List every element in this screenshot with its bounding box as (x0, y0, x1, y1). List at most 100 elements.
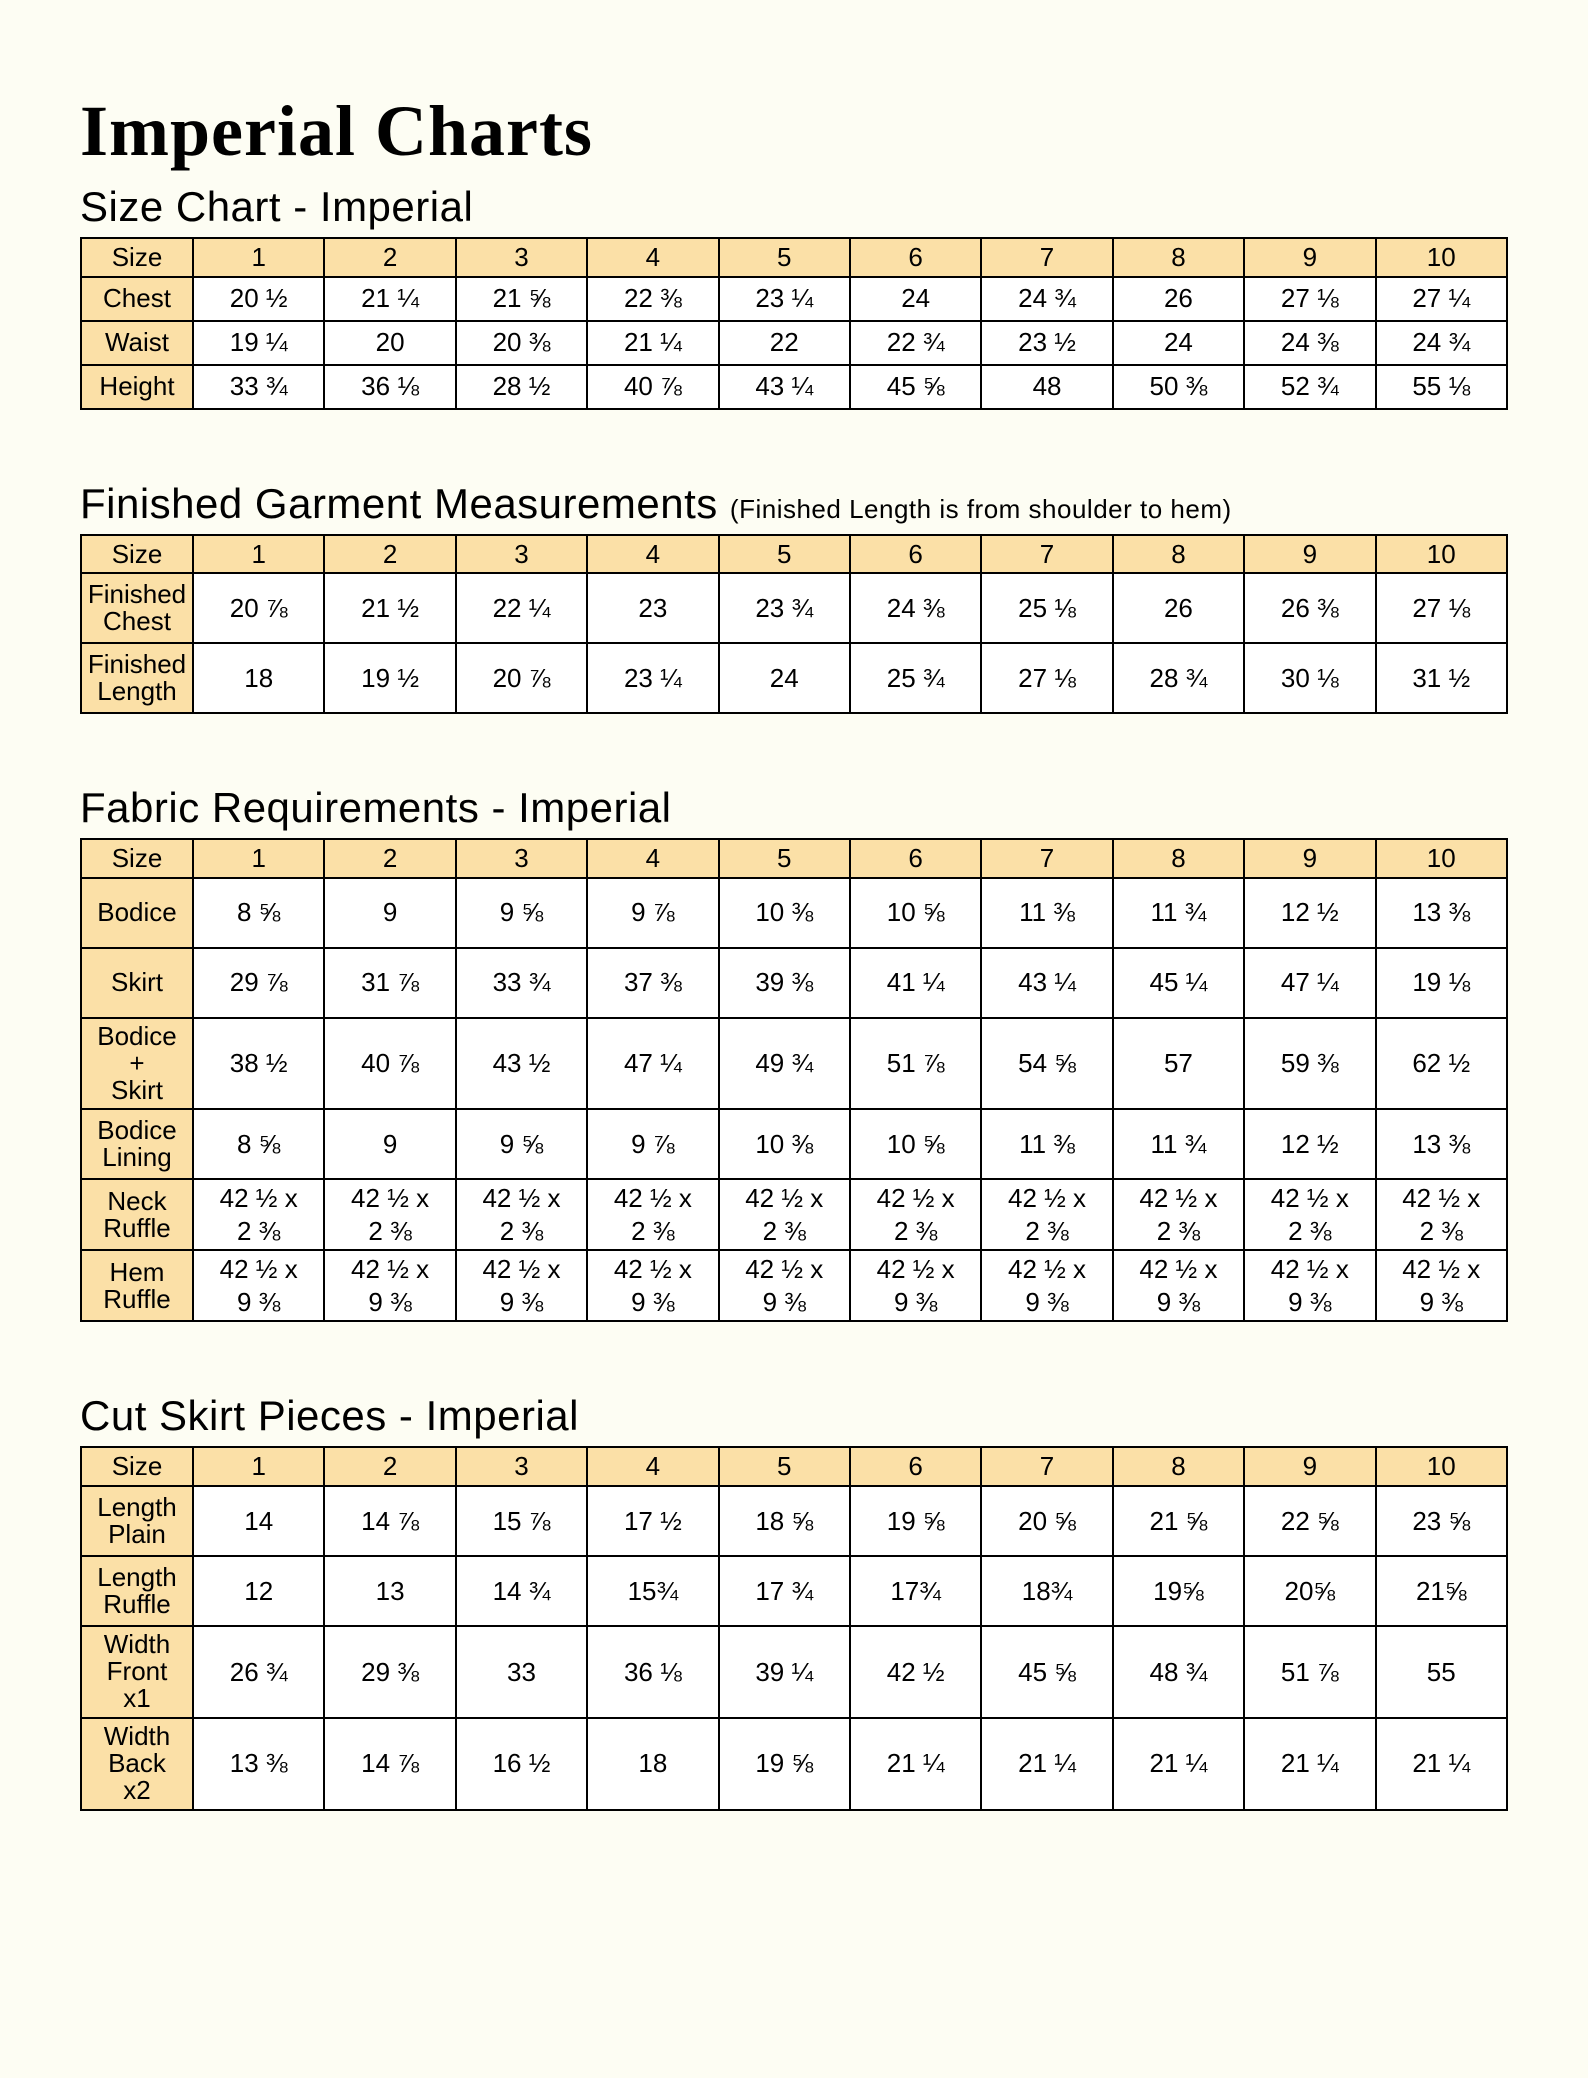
table-row: Bodice+Skirt38 ½40 ⅞43 ½47 ¼49 ¾51 ⅞54 ⅝… (81, 1018, 1507, 1110)
size-col-7: 7 (981, 238, 1112, 277)
cell: 26 (1113, 277, 1244, 321)
cell: 24 ¾ (1376, 321, 1507, 365)
size-col-4: 4 (587, 238, 718, 277)
cell: 8 ⅝ (193, 1109, 324, 1179)
size-col-10: 10 (1376, 839, 1507, 878)
cell: 27 ⅛ (981, 643, 1112, 713)
cell: 9 ⅝ (456, 1109, 587, 1179)
cell: 19⅝ (1113, 1556, 1244, 1626)
size-header: Size (81, 238, 193, 277)
fabric-table: Size12345678910Bodice8 ⅝99 ⅝9 ⅞10 ⅜10 ⅝1… (80, 838, 1508, 1322)
cell: 19 ⅝ (719, 1718, 850, 1810)
cell: 40 ⅞ (587, 365, 718, 409)
cell: 12 (193, 1556, 324, 1626)
size-col-9: 9 (1244, 1447, 1375, 1486)
size-col-8: 8 (1113, 535, 1244, 574)
size-col-8: 8 (1113, 238, 1244, 277)
cell: 23 ½ (981, 321, 1112, 365)
cell: 14 ⅞ (324, 1718, 455, 1810)
cell: 42 ½ x2 ⅜ (193, 1179, 324, 1250)
cell: 26 ¾ (193, 1626, 324, 1718)
cell: 18 (193, 643, 324, 713)
cell: 20 ⅜ (456, 321, 587, 365)
finished-section: Finished Garment Measurements (Finished … (80, 480, 1508, 715)
cell: 29 ⅞ (193, 948, 324, 1018)
table-row: HemRuffle42 ½ x9 ⅜42 ½ x9 ⅜42 ½ x9 ⅜42 ½… (81, 1250, 1507, 1321)
cell: 42 ½ x9 ⅜ (719, 1250, 850, 1321)
cell: 10 ⅝ (850, 1109, 981, 1179)
cell: 42 ½ x9 ⅜ (1113, 1250, 1244, 1321)
cell: 10 ⅜ (719, 1109, 850, 1179)
cell: 62 ½ (1376, 1018, 1507, 1110)
size-col-5: 5 (719, 1447, 850, 1486)
cut_skirt-table: Size12345678910LengthPlain1414 ⅞15 ⅞17 ½… (80, 1446, 1508, 1810)
row-header: WidthFrontx1 (81, 1626, 193, 1718)
size-col-2: 2 (324, 535, 455, 574)
size_chart-table: Size12345678910Chest20 ½21 ¼21 ⅝22 ⅜23 ¼… (80, 237, 1508, 410)
cell: 42 ½ x2 ⅜ (850, 1179, 981, 1250)
table-row: NeckRuffle42 ½ x2 ⅜42 ½ x2 ⅜42 ½ x2 ⅜42 … (81, 1179, 1507, 1250)
cell: 21⅝ (1376, 1556, 1507, 1626)
size-col-8: 8 (1113, 1447, 1244, 1486)
cell: 42 ½ x2 ⅜ (981, 1179, 1112, 1250)
size-header: Size (81, 1447, 193, 1486)
cell: 21 ¼ (587, 321, 718, 365)
cell: 20 ⅞ (456, 643, 587, 713)
cell: 51 ⅞ (1244, 1626, 1375, 1718)
cell: 54 ⅝ (981, 1018, 1112, 1110)
row-header: LengthPlain (81, 1486, 193, 1556)
cell: 41 ¼ (850, 948, 981, 1018)
size-col-6: 6 (850, 1447, 981, 1486)
cell: 21 ¼ (981, 1718, 1112, 1810)
table-row: Bodice8 ⅝99 ⅝9 ⅞10 ⅜10 ⅝11 ⅜11 ¾12 ½13 ⅜ (81, 878, 1507, 948)
finished-subtitle: (Finished Length is from shoulder to hem… (730, 494, 1232, 524)
size-col-4: 4 (587, 1447, 718, 1486)
size-col-10: 10 (1376, 238, 1507, 277)
cell: 21 ¼ (1244, 1718, 1375, 1810)
cell: 50 ⅜ (1113, 365, 1244, 409)
cell: 13 ⅜ (1376, 1109, 1507, 1179)
size-col-7: 7 (981, 1447, 1112, 1486)
size-col-1: 1 (193, 535, 324, 574)
cell: 29 ⅜ (324, 1626, 455, 1718)
cell: 13 ⅜ (193, 1718, 324, 1810)
table-row: BodiceLining8 ⅝99 ⅝9 ⅞10 ⅜10 ⅝11 ⅜11 ¾12… (81, 1109, 1507, 1179)
cell: 31 ⅞ (324, 948, 455, 1018)
cell: 24 (719, 643, 850, 713)
cell: 9 ⅝ (456, 878, 587, 948)
cell: 42 ½ x9 ⅜ (456, 1250, 587, 1321)
cell: 42 ½ x9 ⅜ (981, 1250, 1112, 1321)
size-col-3: 3 (456, 535, 587, 574)
cell: 13 (324, 1556, 455, 1626)
size-col-6: 6 (850, 839, 981, 878)
cell: 33 ¾ (456, 948, 587, 1018)
table-row: Height33 ¾36 ⅛28 ½40 ⅞43 ¼45 ⅝4850 ⅜52 ¾… (81, 365, 1507, 409)
cell: 24 (850, 277, 981, 321)
cell: 42 ½ x9 ⅜ (1376, 1250, 1507, 1321)
cell: 15 ⅞ (456, 1486, 587, 1556)
size-col-3: 3 (456, 238, 587, 277)
row-header: FinishedLength (81, 643, 193, 713)
cell: 21 ⅝ (1113, 1486, 1244, 1556)
row-header: Chest (81, 277, 193, 321)
size-col-8: 8 (1113, 839, 1244, 878)
size-col-4: 4 (587, 535, 718, 574)
cell: 17 ¾ (719, 1556, 850, 1626)
cell: 23 ¼ (587, 643, 718, 713)
size-header: Size (81, 839, 193, 878)
size-col-1: 1 (193, 839, 324, 878)
cell: 42 ½ x2 ⅜ (1113, 1179, 1244, 1250)
cell: 51 ⅞ (850, 1018, 981, 1110)
cell: 9 (324, 878, 455, 948)
cell: 42 ½ x9 ⅜ (324, 1250, 455, 1321)
size-col-1: 1 (193, 1447, 324, 1486)
row-header: Waist (81, 321, 193, 365)
cell: 20 ⅝ (981, 1486, 1112, 1556)
cell: 45 ¼ (1113, 948, 1244, 1018)
cell: 11 ¾ (1113, 878, 1244, 948)
cell: 42 ½ x2 ⅜ (456, 1179, 587, 1250)
row-header: FinishedChest (81, 573, 193, 643)
size-col-7: 7 (981, 535, 1112, 574)
cell: 9 (324, 1109, 455, 1179)
cell: 21 ¼ (1376, 1718, 1507, 1810)
